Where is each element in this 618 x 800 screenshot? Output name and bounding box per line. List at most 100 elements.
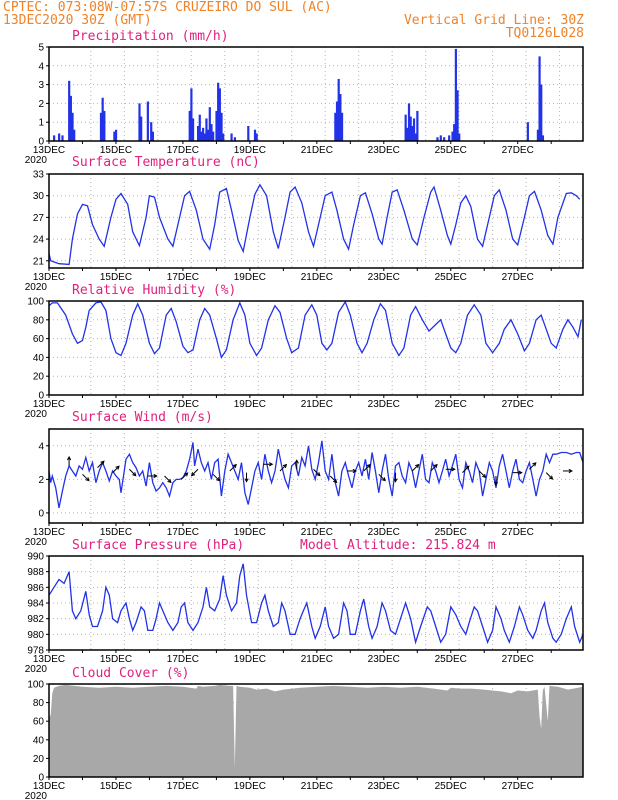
header-run-date: 13DEC2020 30Z (GMT) xyxy=(3,13,152,28)
x-tick-label: 23DEC xyxy=(368,145,400,156)
x-tick-label: 27DEC xyxy=(502,781,534,792)
wind-arrow xyxy=(82,473,90,482)
x-tick-label: 23DEC xyxy=(368,781,400,792)
x-tick-label: 15DEC xyxy=(100,272,132,283)
precip-bar xyxy=(255,133,258,141)
precip-bar xyxy=(114,129,118,141)
precip-bar xyxy=(208,107,211,141)
y-tick-label: 0 xyxy=(38,508,44,519)
wind-arrow-head xyxy=(482,473,487,479)
series-line xyxy=(48,300,582,359)
precip-bar xyxy=(409,116,412,141)
x-tick-label: 13DEC xyxy=(33,781,65,792)
x-tick-label: 17DEC xyxy=(167,399,199,410)
y-tick-label: 100 xyxy=(27,297,44,308)
precip-bar xyxy=(215,110,218,141)
y-tick-label: 988 xyxy=(27,567,44,578)
series-line xyxy=(48,440,584,509)
wind-arrow-head xyxy=(184,472,189,477)
precip-bar xyxy=(458,133,461,141)
wind-arrow xyxy=(462,465,470,473)
precip-bar xyxy=(150,122,153,141)
panel-frame xyxy=(48,683,584,778)
panel-6: 0 20 40 60 80 100 13DEC 15DEC 17DEC 19DEC 21DEC 23D… xyxy=(25,666,584,800)
panel-frame xyxy=(48,300,584,396)
precip-bar xyxy=(412,118,416,141)
x-tick-label: 25DEC xyxy=(435,399,467,410)
wind-arrow xyxy=(112,465,120,473)
wind-arrow-head xyxy=(415,463,420,469)
precip-bar xyxy=(138,103,141,141)
panel-annotation: Model Altitude: 215.824 m xyxy=(300,538,496,553)
panel-frame xyxy=(48,173,584,269)
precip-bar xyxy=(253,129,257,141)
wind-arrow-head xyxy=(451,467,456,472)
panel-title: Surface Wind (m/s) xyxy=(72,410,213,425)
wind-arrow-head xyxy=(294,459,299,464)
y-tick-label: 24 xyxy=(33,235,45,246)
x-tick-label: 15DEC xyxy=(100,145,132,156)
x-tick-label: 21DEC xyxy=(301,145,333,156)
x-tick-label: 25DEC xyxy=(435,781,467,792)
y-tick-label: 990 xyxy=(27,552,44,563)
precip-bar xyxy=(61,135,64,141)
precip-bar xyxy=(230,133,233,141)
precip-bar xyxy=(99,112,103,141)
precip-bar xyxy=(538,56,541,141)
precip-bar xyxy=(146,101,149,141)
precip-bar xyxy=(416,110,419,141)
x-tick-label: 19DEC xyxy=(234,781,266,792)
year-label: 2020 xyxy=(25,282,48,293)
panel-title: Relative Humidity (%) xyxy=(72,283,236,298)
x-tick-label: 15DEC xyxy=(100,781,132,792)
precip-bar xyxy=(69,95,72,141)
y-tick-label: 1 xyxy=(38,118,44,129)
panel-1: 0 1 2 3 4 5 13DEC 15DEC 17DEC 19DEC 21DEC 23DEC 25DE… xyxy=(25,29,584,166)
panel-5: 978 980 982 984 986 988 990 13DEC 15DEC 17DEC 19DE… xyxy=(25,538,584,675)
x-tick-label: 17DEC xyxy=(167,272,199,283)
precip-bar xyxy=(436,137,439,141)
header-model-id: TQ0126L028 xyxy=(506,26,584,41)
precip-bar xyxy=(407,103,411,141)
x-tick-label: 13DEC xyxy=(33,272,65,283)
year-label: 2020 xyxy=(25,791,48,800)
x-tick-label: 23DEC xyxy=(368,654,400,665)
y-tick-label: 30 xyxy=(33,191,45,202)
y-tick-label: 21 xyxy=(33,256,45,267)
y-tick-label: 3 xyxy=(38,80,44,91)
y-tick-label: 982 xyxy=(27,614,44,625)
wind-arrow xyxy=(128,468,137,477)
y-tick-label: 80 xyxy=(33,698,45,709)
panel-frame xyxy=(48,428,584,524)
y-tick-label: 978 xyxy=(27,646,44,657)
wind-arrow-head xyxy=(282,463,288,469)
wind-arrow xyxy=(229,464,237,472)
y-tick-label: 40 xyxy=(33,735,45,746)
wind-arrow-head xyxy=(215,477,221,482)
precip-bar xyxy=(217,82,220,141)
precip-bar xyxy=(218,88,221,141)
precip-bar xyxy=(200,131,203,141)
wind-arrow-head xyxy=(115,465,120,470)
x-tick-label: 19DEC xyxy=(234,145,266,156)
precip-bar xyxy=(406,127,409,141)
y-tick-label: 0 xyxy=(38,391,44,402)
wind-arrow-head xyxy=(132,472,137,477)
wind-arrow-head xyxy=(190,472,196,477)
x-tick-label: 15DEC xyxy=(100,527,132,538)
precip-bar xyxy=(334,112,337,141)
x-tick-label: 19DEC xyxy=(234,272,266,283)
x-tick-label: 27DEC xyxy=(502,145,534,156)
y-tick-label: 60 xyxy=(33,717,45,728)
x-tick-label: 25DEC xyxy=(435,527,467,538)
precip-bar xyxy=(103,110,106,141)
x-tick-label: 15DEC xyxy=(100,654,132,665)
wind-arrow-head xyxy=(268,462,274,467)
precip-bar xyxy=(340,112,344,141)
wind-arrow-head xyxy=(568,468,573,474)
x-tick-label: 13DEC xyxy=(33,145,65,156)
panel-2: 21 24 27 30 33 13DEC 15DEC 17DEC 19DEC 21DEC 23DEC… xyxy=(25,155,584,293)
precip-bar xyxy=(456,90,459,141)
x-tick-label: 19DEC xyxy=(234,527,266,538)
